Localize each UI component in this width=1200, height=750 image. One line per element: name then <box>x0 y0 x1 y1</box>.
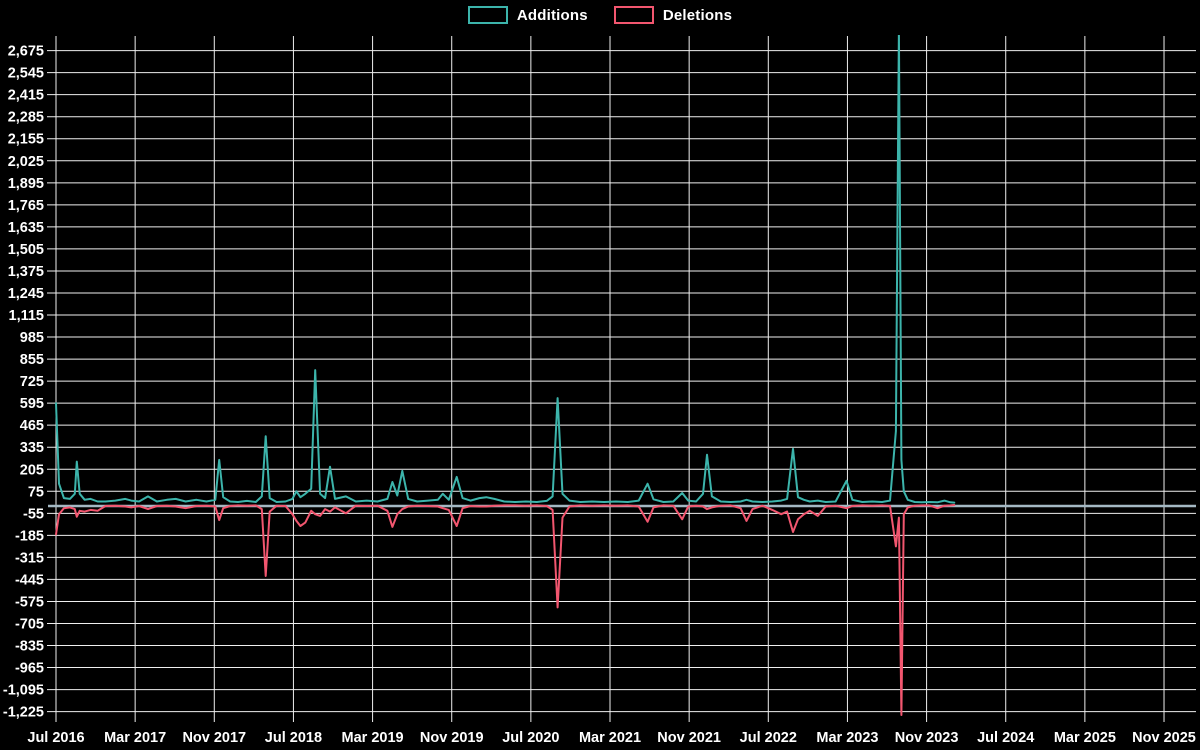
x-tick-label: Mar 2021 <box>579 730 641 746</box>
y-tick-label: 465 <box>20 418 44 434</box>
y-tick-label: -575 <box>15 594 44 610</box>
y-tick-label: -705 <box>15 616 44 632</box>
x-tick-label: Jul 2020 <box>502 730 559 746</box>
legend-item-deletions[interactable]: Deletions <box>613 6 733 24</box>
y-tick-label: -965 <box>15 661 44 677</box>
y-axis-labels: 2,675 2,545 2,415 2,285 2,155 2,025 1,895 1,765… <box>3 44 44 721</box>
y-tick-label: 1,765 <box>8 198 44 214</box>
y-tick-label: 855 <box>20 352 44 368</box>
x-tick-label: Jul 2016 <box>27 730 84 746</box>
legend-label-additions: Additions <box>516 6 588 24</box>
y-tick-label: 2,415 <box>8 88 44 104</box>
x-tick-label: Nov 2019 <box>420 730 484 746</box>
y-tick-label: 2,545 <box>8 66 44 82</box>
x-tick-label: Mar 2023 <box>816 730 878 746</box>
x-axis-labels: Jul 2016 Mar 2017 Nov 2017 Jul 2018 Mar 2019… <box>27 730 1195 746</box>
y-tick-label: 595 <box>20 396 44 412</box>
x-tick-label: Nov 2021 <box>657 730 721 746</box>
x-tick-label: Mar 2017 <box>104 730 166 746</box>
y-tick-label: -185 <box>15 528 44 544</box>
y-tick-label: 2,025 <box>8 154 44 170</box>
y-tick-label: 1,245 <box>8 286 44 302</box>
y-tick-label: 1,505 <box>8 242 44 258</box>
y-tick-label: 1,375 <box>8 264 44 280</box>
y-tick-label: 335 <box>20 440 44 456</box>
x-tick-label: Nov 2025 <box>1132 730 1196 746</box>
y-tick-label: 205 <box>20 462 44 478</box>
x-tick-label: Mar 2019 <box>342 730 404 746</box>
x-tick-label: Nov 2023 <box>895 730 959 746</box>
y-tick-label: 1,635 <box>8 220 44 236</box>
additions-line <box>55 35 956 504</box>
y-tick-label: 725 <box>20 374 44 390</box>
y-tick-label: 985 <box>20 330 44 346</box>
y-tick-label: -315 <box>15 550 44 566</box>
y-tick-label: 2,675 <box>8 44 44 60</box>
chart-legend: Additions Deletions <box>0 6 1200 24</box>
legend-item-additions[interactable]: Additions <box>467 6 588 24</box>
x-tick-label: Jul 2022 <box>740 730 797 746</box>
deletions-line <box>55 504 956 716</box>
x-tick-label: Mar 2025 <box>1054 730 1116 746</box>
y-tick-label: -55 <box>23 506 44 522</box>
x-tick-label: Nov 2017 <box>182 730 246 746</box>
y-tick-label: 75 <box>28 484 44 500</box>
deletions-swatch-icon <box>613 6 654 24</box>
x-tick-label: Jul 2024 <box>977 730 1034 746</box>
additions-swatch-icon <box>467 6 508 24</box>
y-tick-label: 2,155 <box>8 132 44 148</box>
gridlines <box>47 36 1196 722</box>
legend-label-deletions: Deletions <box>662 6 733 24</box>
y-tick-label: -1,095 <box>3 683 44 699</box>
y-tick-label: 1,895 <box>8 176 44 192</box>
y-tick-label: -835 <box>15 639 44 655</box>
y-tick-label: 2,285 <box>8 110 44 126</box>
y-tick-label: -1,225 <box>3 705 44 721</box>
y-tick-label: 1,115 <box>9 308 45 324</box>
y-tick-label: -445 <box>15 572 44 588</box>
x-tick-label: Jul 2018 <box>265 730 322 746</box>
